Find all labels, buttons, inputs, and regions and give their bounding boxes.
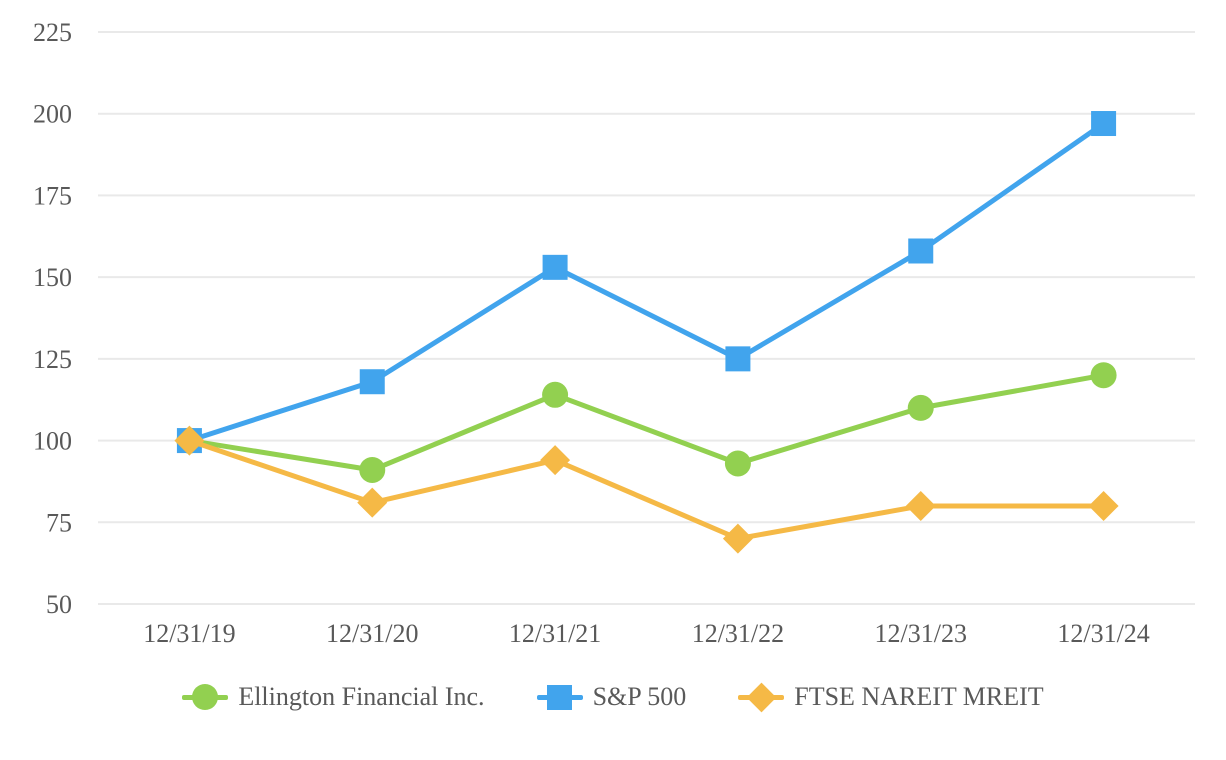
legend-label-ftse-nareit-mreit: FTSE NAREIT MREIT bbox=[794, 682, 1044, 711]
y-axis-tick-label: 150 bbox=[33, 263, 72, 292]
legend-label-ellington-financial: Ellington Financial Inc. bbox=[238, 682, 485, 711]
green-circle-marker-icon bbox=[182, 682, 229, 712]
data-point-circle bbox=[542, 381, 569, 408]
series-line-circle bbox=[186, 372, 1107, 473]
series-line-square bbox=[186, 121, 1107, 444]
y-axis-tick-label: 225 bbox=[33, 18, 72, 47]
y-axis-tick-label: 200 bbox=[33, 100, 72, 129]
y-axis-tick-label: 75 bbox=[46, 508, 72, 537]
x-axis-label: 12/31/19 bbox=[143, 619, 235, 648]
data-point-square bbox=[725, 346, 751, 372]
line-chart-plot-area: 225 200 175 150 125 100 75 50 12/31/19 12/31/20 12… bbox=[33, 18, 1195, 648]
data-point-square bbox=[1091, 111, 1117, 137]
legend-item-ellington-financial: Ellington Financial Inc. bbox=[182, 682, 485, 712]
data-point-circle bbox=[724, 450, 751, 477]
data-point-square bbox=[359, 369, 385, 395]
chart-legend: Ellington Financial Inc. S&P 500 FTSE NA… bbox=[0, 682, 1226, 712]
legend-item-sp500: S&P 500 bbox=[536, 682, 687, 712]
x-axis-label: 12/31/20 bbox=[326, 619, 418, 648]
data-point-diamond bbox=[1088, 490, 1119, 521]
data-point-diamond bbox=[357, 487, 388, 518]
y-axis-tick-label: 125 bbox=[33, 345, 72, 374]
y-axis-tick-label: 100 bbox=[33, 427, 72, 456]
data-point-diamond bbox=[722, 523, 753, 554]
data-point-diamond bbox=[174, 425, 205, 456]
x-axis-label: 12/31/23 bbox=[875, 619, 967, 648]
blue-square-marker-icon bbox=[536, 682, 583, 712]
y-axis-tick-label: 175 bbox=[33, 181, 72, 210]
legend-label-sp500: S&P 500 bbox=[592, 682, 687, 711]
x-axis-label: 12/31/22 bbox=[692, 619, 784, 648]
data-point-circle bbox=[907, 394, 934, 421]
data-point-diamond bbox=[540, 445, 571, 476]
legend-item-ftse-nareit-mreit: FTSE NAREIT MREIT bbox=[738, 682, 1044, 712]
orange-diamond-marker-icon bbox=[738, 682, 785, 712]
data-point-square bbox=[542, 254, 568, 280]
x-axis-label: 12/31/21 bbox=[509, 619, 601, 648]
data-point-diamond bbox=[905, 490, 936, 521]
y-axis-tick-label: 50 bbox=[46, 590, 72, 619]
data-point-circle bbox=[1090, 362, 1117, 389]
data-point-square bbox=[908, 238, 934, 264]
x-axis-label: 12/31/24 bbox=[1057, 619, 1149, 648]
series-line-diamond bbox=[186, 438, 1107, 542]
data-point-circle bbox=[359, 456, 386, 483]
